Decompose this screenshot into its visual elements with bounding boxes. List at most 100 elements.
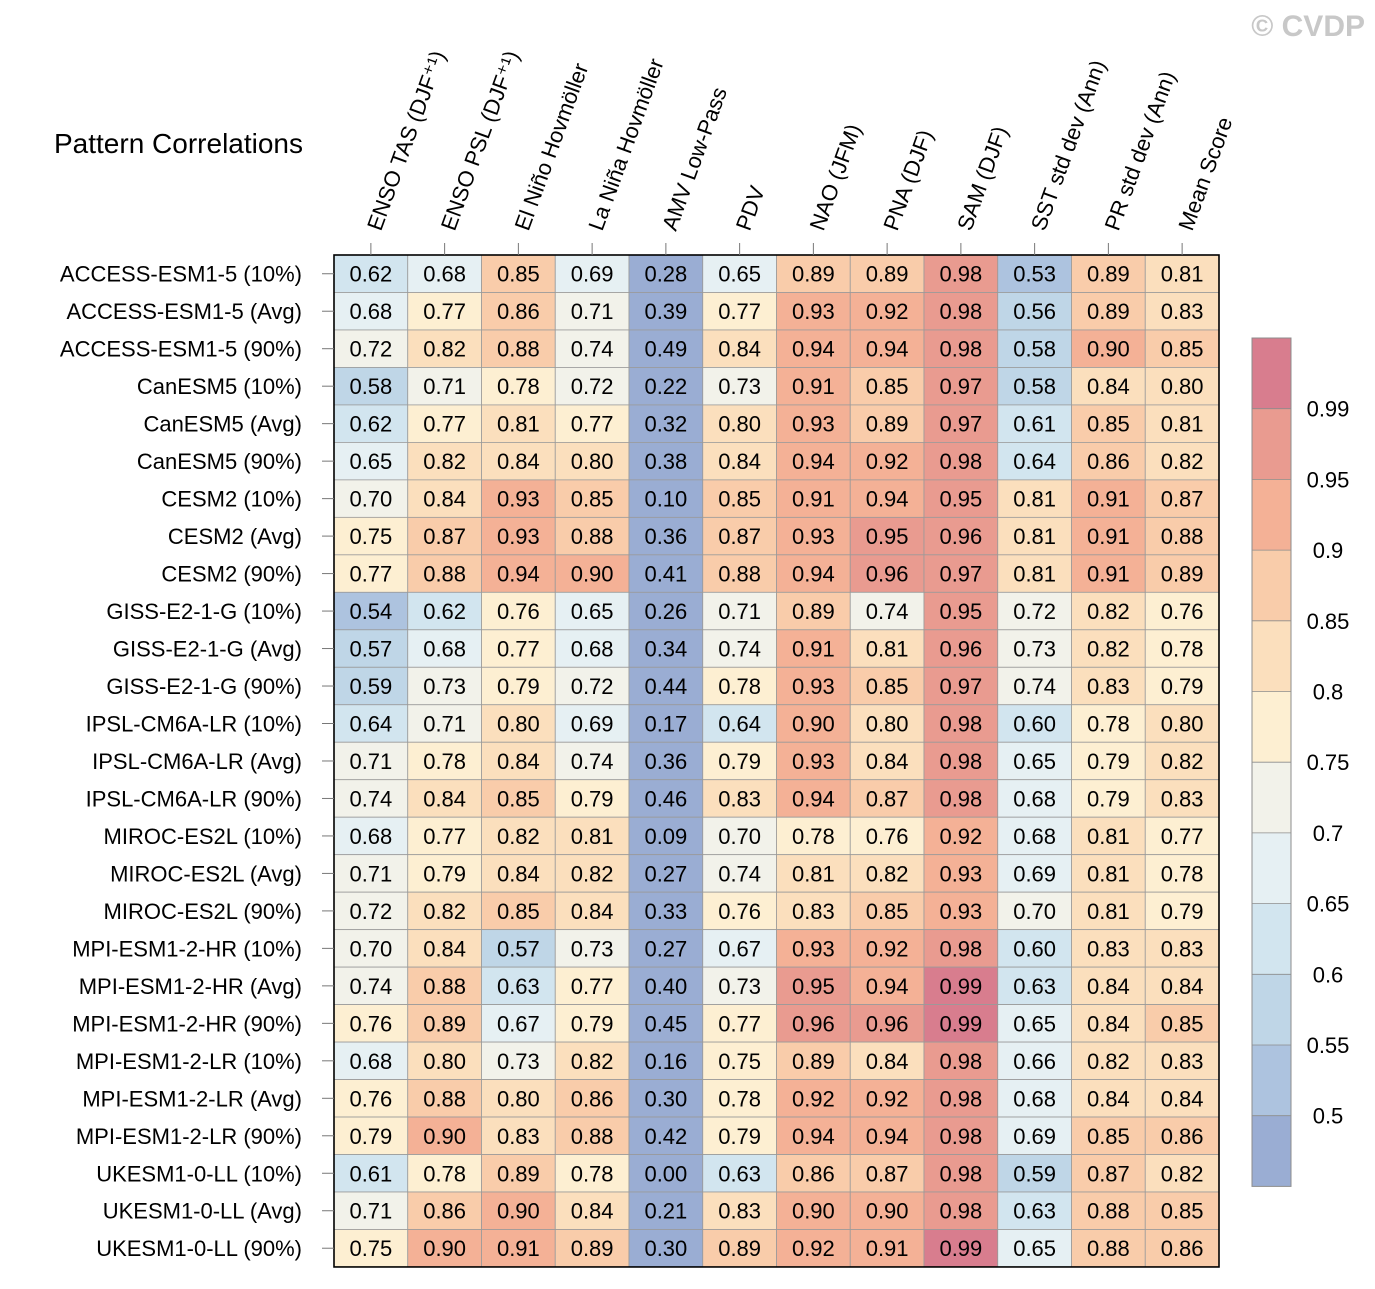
- heatmap-cell: [849, 591, 925, 631]
- heatmap-cell: [1071, 591, 1146, 631]
- cell-value: 0.95: [939, 487, 982, 512]
- heatmap-cell: [1071, 929, 1146, 968]
- colorbar-swatch: [1252, 620, 1291, 692]
- cell-value: 0.78: [792, 824, 835, 849]
- cell-value: 0.68: [1013, 1086, 1056, 1111]
- heatmap-cell: [554, 554, 630, 593]
- cell-value: 0.59: [349, 674, 392, 699]
- cell-value: 0.97: [939, 674, 982, 699]
- cell-value: 0.94: [792, 786, 835, 811]
- cell-value: 0.68: [349, 299, 392, 324]
- cell-value: 0.28: [644, 262, 687, 287]
- row-label: UKESM1-0-LL (90%): [96, 1236, 302, 1261]
- cell-value: 0.68: [349, 824, 392, 849]
- cell-value: 0.88: [1161, 524, 1204, 549]
- heatmap-cell: [554, 1116, 630, 1155]
- cell-value: 0.94: [792, 337, 835, 362]
- heatmap-cell: [849, 891, 925, 931]
- heatmap-cell: [997, 1229, 1072, 1268]
- heatmap-cell: [628, 816, 704, 856]
- cell-value: 0.93: [792, 524, 835, 549]
- cell-value: 0.98: [939, 712, 982, 737]
- heatmap-cell: [628, 1004, 704, 1043]
- watermark-svg: © CVDP: [1251, 10, 1365, 43]
- cell-value: 0.82: [423, 449, 466, 474]
- cell-value: 0.94: [866, 337, 909, 362]
- cell-value: 0.61: [349, 1161, 392, 1186]
- cell-value: 0.77: [423, 299, 466, 324]
- cell-value: 0.78: [423, 749, 466, 774]
- heatmap-cell: [776, 1154, 851, 1193]
- heatmap-cell: [776, 591, 851, 631]
- cell-value: 0.91: [1087, 562, 1130, 587]
- cell-value: 0.79: [1161, 674, 1204, 699]
- cell-value: 0.46: [644, 786, 687, 811]
- cell-value: 0.82: [1087, 637, 1130, 662]
- colorbar-frame: [1251, 337, 1292, 1187]
- heatmap-cell: [481, 367, 556, 406]
- cell-value: 0.94: [866, 1124, 909, 1149]
- cell-value: 0.71: [423, 374, 466, 399]
- cell-value: 0.89: [792, 599, 835, 624]
- heatmap-cell: [407, 516, 482, 556]
- heatmap-cell: [407, 891, 482, 931]
- cell-value: 0.92: [866, 1086, 909, 1111]
- cell-value: 0.99: [939, 974, 982, 999]
- row-label: MPI-ESM1-2-LR (Avg): [82, 1086, 302, 1111]
- cell-value: 0.70: [718, 824, 761, 849]
- cell-value: 0.85: [497, 786, 540, 811]
- cell-value: 0.90: [1087, 337, 1130, 362]
- heatmap-cell: [923, 1116, 999, 1155]
- heatmap-cell: [628, 292, 704, 331]
- cell-value: 0.81: [1087, 861, 1130, 886]
- colorbar-label: 0.5: [1313, 1104, 1344, 1129]
- cell-value: 0.30: [644, 1236, 687, 1261]
- cell-value: 0.70: [349, 487, 392, 512]
- heatmap-cell: [1071, 1191, 1146, 1230]
- heatmap-cell: [849, 629, 925, 668]
- cell-value: 0.93: [939, 861, 982, 886]
- cell-value: 0.76: [349, 1086, 392, 1111]
- colorbar-label: 0.7: [1313, 821, 1344, 846]
- cell-value: 0.88: [571, 1124, 614, 1149]
- cell-value: 0.90: [497, 1199, 540, 1224]
- cell-value: 0.62: [423, 599, 466, 624]
- colorbar-label: 0.6: [1313, 962, 1344, 987]
- cell-value: 0.58: [1013, 374, 1056, 399]
- row-label: GISS-E2-1-G (Avg): [113, 637, 302, 662]
- colorbar-swatch: [1252, 903, 1291, 975]
- cell-value: 0.70: [349, 936, 392, 961]
- cell-value: 0.73: [718, 374, 761, 399]
- heatmap-cell: [481, 1229, 556, 1268]
- cell-value: 0.95: [866, 524, 909, 549]
- cell-value: 0.82: [423, 337, 466, 362]
- heatmap-cell: [1071, 1041, 1146, 1080]
- cell-value: 0.61: [1013, 412, 1056, 437]
- cell-value: 0.98: [939, 1124, 982, 1149]
- cell-value: 0.85: [866, 899, 909, 924]
- heatmap-cell: [554, 741, 630, 781]
- cell-value: 0.32: [644, 412, 687, 437]
- cell-value: 0.94: [792, 562, 835, 587]
- cell-value: 0.85: [1087, 412, 1130, 437]
- cell-value: 0.83: [1161, 786, 1204, 811]
- cell-value: 0.92: [939, 824, 982, 849]
- heatmap-cell: [776, 367, 851, 406]
- cell-value: 0.91: [866, 1236, 909, 1261]
- heatmap-cell: [1071, 554, 1146, 593]
- cell-value: 0.53: [1013, 262, 1056, 287]
- row-label: UKESM1-0-LL (10%): [96, 1161, 302, 1186]
- cell-value: 0.85: [1087, 1124, 1130, 1149]
- heatmap-cell: [1071, 1229, 1146, 1268]
- heatmap-cell: [997, 704, 1072, 743]
- heatmap-cell: [407, 292, 482, 331]
- cell-value: 0.90: [866, 1199, 909, 1224]
- heatmap-cell: [702, 404, 777, 443]
- heatmap-cell: [1071, 367, 1146, 406]
- heatmap-cell: [923, 479, 999, 518]
- heatmap-cell: [923, 1191, 999, 1230]
- colorbar-swatch: [1252, 1045, 1291, 1116]
- heatmap-cell: [628, 666, 704, 706]
- cell-value: 0.26: [644, 599, 687, 624]
- heatmap-cell: [776, 441, 851, 481]
